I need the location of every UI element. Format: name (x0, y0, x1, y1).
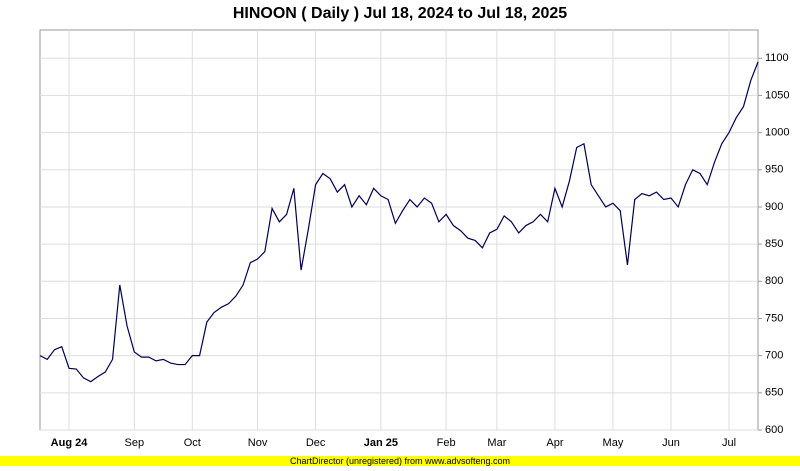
x-tick-label: May (603, 437, 624, 449)
y-tick-label: 1100 (765, 52, 789, 64)
x-tick-label: Jun (662, 437, 680, 449)
x-tick-label: Sep (124, 437, 144, 449)
plot-area (39, 29, 759, 431)
y-tick-label: 1050 (765, 89, 789, 101)
y-tick-label: 700 (765, 350, 783, 362)
y-tick-label: 850 (765, 238, 783, 250)
y-tick-label: 950 (765, 164, 783, 176)
x-tick-label: Feb (437, 437, 456, 449)
x-tick-label: Dec (306, 437, 326, 449)
y-tick-label: 650 (765, 387, 783, 399)
footer: ChartDirector (unregistered) from www.ad… (290, 456, 510, 466)
chart-title: HINOON ( Daily ) Jul 18, 2024 to Jul 18,… (233, 5, 567, 22)
y-tick-label: 800 (765, 275, 783, 287)
footer-bar (0, 456, 800, 466)
x-tick-label: Nov (248, 437, 268, 449)
x-tick-label: Jul (722, 437, 736, 449)
x-tick-label: Aug 24 (51, 437, 89, 449)
y-tick-label: 600 (765, 424, 783, 436)
x-tick-label: Jan 25 (364, 437, 398, 449)
price-line (39, 61, 759, 383)
x-tick-label: Apr (546, 437, 563, 449)
x-tick-label: Mar (487, 437, 506, 449)
y-tick-label: 1000 (765, 127, 789, 139)
x-tick-label: Oct (184, 437, 201, 449)
y-tick-label: 750 (765, 312, 783, 324)
y-tick-label: 900 (765, 201, 783, 213)
